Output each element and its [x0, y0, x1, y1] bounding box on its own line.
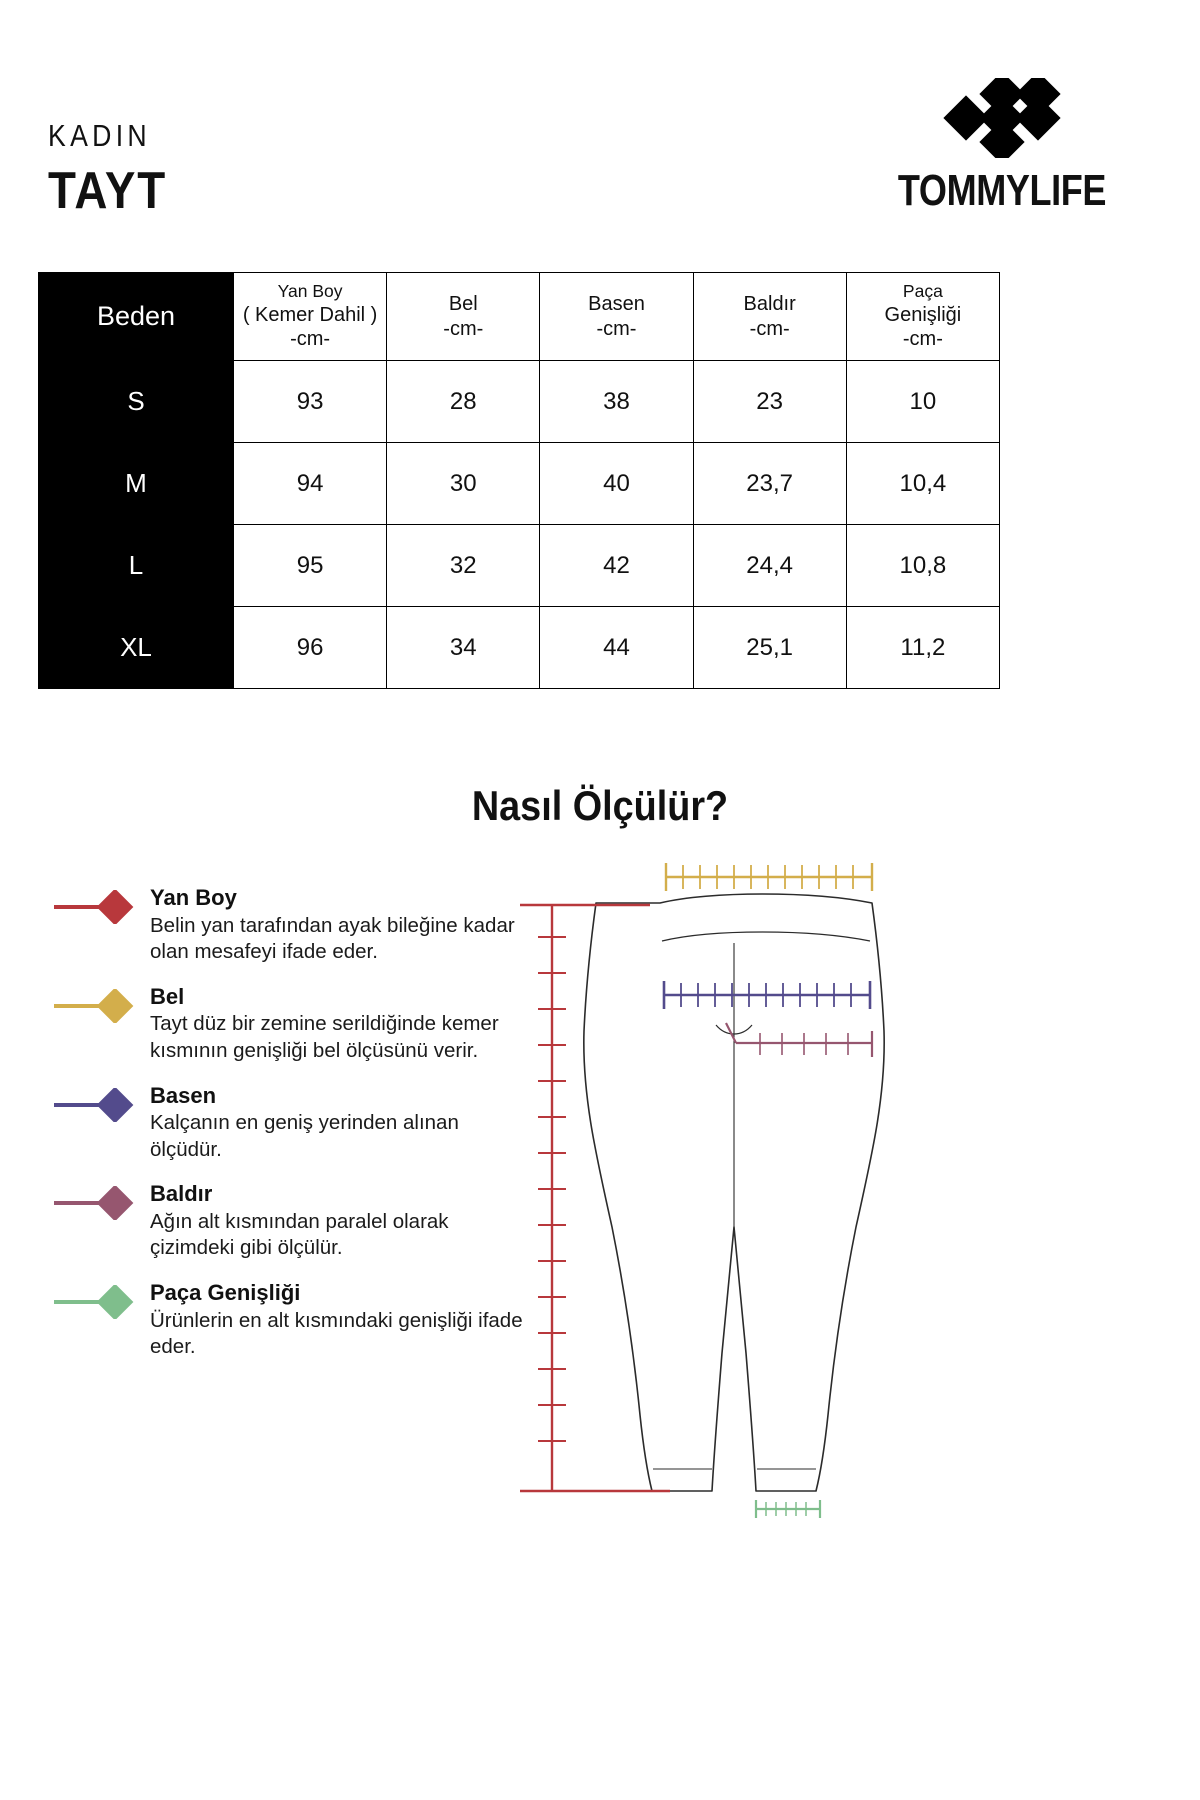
legend-desc: Ürünlerin en alt kısmındaki genişliği if…	[150, 1308, 523, 1359]
yan-boy-ruler	[520, 903, 670, 1493]
column-header-beden: Beden	[38, 272, 234, 361]
cell-yan-boy: 93	[232, 360, 388, 443]
basen-ruler	[662, 981, 872, 1009]
gusset-seam	[715, 1024, 753, 1035]
legend-label: Basen	[150, 1082, 217, 1108]
column-header-bel-unit: -cm-	[443, 317, 484, 340]
column-header-beden-label: Beden	[96, 301, 176, 332]
column-header-yan-boy-unit: -cm-	[290, 328, 331, 351]
cell-beden: S	[38, 360, 234, 443]
baldir-ruler	[725, 1022, 874, 1057]
cell-basen: 42	[539, 524, 694, 607]
table-row: L 95 32 42 24,4 10,8	[38, 524, 1001, 607]
cell-baldir: 23	[692, 360, 847, 443]
legend-item-bel: Bel Tayt düz bir zemine serildiğinde kem…	[52, 983, 532, 1065]
size-table-wrapper: Beden Yan Boy ( Kemer Dahil ) -cm- Bel -…	[38, 272, 1001, 689]
legend-desc: Tayt düz bir zemine serildiğinde kemer k…	[150, 1012, 499, 1062]
category-label: KADIN	[48, 118, 151, 153]
table-body: S 93 28 38 23 10 M 94 30 40 23,7 10,4 L	[38, 360, 1001, 689]
column-header-paca: Paça Genişliği -cm-	[845, 272, 1001, 361]
size-table: Beden Yan Boy ( Kemer Dahil ) -cm- Bel -…	[38, 272, 1001, 689]
leggings-diagram	[520, 855, 1180, 1535]
cell-basen: 38	[539, 360, 694, 443]
diamond-cluster-logo-icon	[943, 78, 1061, 158]
product-title: TAYT	[48, 162, 167, 220]
cell-beden: M	[38, 442, 234, 525]
bel-ruler	[664, 863, 874, 891]
legend-label: Baldır	[150, 1181, 213, 1207]
legend-body: Bel Tayt düz bir zemine serildiğinde kem…	[150, 983, 532, 1065]
column-header-basen-unit: -cm-	[596, 317, 637, 340]
cell-baldir: 23,7	[692, 442, 847, 525]
cell-paca: 10,8	[845, 524, 1001, 607]
table-row: M 94 30 40 23,7 10,4	[38, 442, 1001, 525]
legend-label: Bel	[150, 983, 185, 1009]
column-header-baldir: Baldır -cm-	[692, 272, 847, 361]
diamond-marker-icon	[54, 988, 134, 1023]
legend-body: Yan Boy Belin yan tarafından ayak bileği…	[150, 884, 532, 966]
brand-wordmark: TOMMYLIFE	[897, 166, 1107, 215]
waistband-seam	[661, 931, 871, 942]
column-header-paca-label: Paça	[902, 281, 943, 302]
legend-item-baldir: Baldır Ağın alt kısmından paralel olarak…	[52, 1180, 532, 1262]
column-header-yan-boy-sub: ( Kemer Dahil )	[242, 303, 378, 326]
cell-bel: 32	[386, 524, 541, 607]
how-to-measure-title: Nasıl Ölçülür?	[471, 782, 729, 829]
cell-basen: 44	[539, 606, 694, 689]
legend-desc: Belin yan tarafından ayak bileğine kadar…	[150, 913, 515, 964]
legend-desc: Kalçanın en geniş yerinden alınan ölçüdü…	[150, 1111, 459, 1161]
cell-basen: 40	[539, 442, 694, 525]
legend-body: Paça Genişliği Ürünlerin en alt kısmında…	[150, 1279, 532, 1361]
diamond-marker-icon	[54, 1087, 134, 1122]
legend-item-paca-genisligi: Paça Genişliği Ürünlerin en alt kısmında…	[52, 1279, 532, 1361]
column-header-paca-unit: -cm-	[902, 328, 943, 351]
cell-yan-boy: 94	[232, 442, 388, 525]
cell-beden: L	[38, 524, 234, 607]
cell-baldir: 24,4	[692, 524, 847, 607]
brand-logo: TOMMYLIFE	[852, 78, 1152, 216]
cell-bel: 30	[386, 442, 541, 525]
column-header-baldir-unit: -cm-	[749, 317, 790, 340]
table-header-row: Beden Yan Boy ( Kemer Dahil ) -cm- Bel -…	[38, 272, 1001, 361]
cell-yan-boy: 96	[232, 606, 388, 689]
column-header-yan-boy: Yan Boy ( Kemer Dahil ) -cm-	[232, 272, 388, 361]
cell-yan-boy: 95	[232, 524, 388, 607]
diamond-marker-icon	[54, 1285, 134, 1320]
column-header-baldir-label: Baldır	[743, 293, 796, 316]
title-block: KADIN TAYT	[48, 120, 183, 220]
paca-ruler	[754, 1500, 822, 1518]
cell-bel: 28	[386, 360, 541, 443]
column-header-paca-sub: Genişliği	[884, 303, 962, 326]
diamond-marker-icon	[54, 890, 134, 924]
column-header-basen: Basen -cm-	[539, 272, 694, 361]
table-head: Beden Yan Boy ( Kemer Dahil ) -cm- Bel -…	[38, 272, 1001, 361]
cell-bel: 34	[386, 606, 541, 689]
legend-item-basen: Basen Kalçanın en geniş yerinden alınan …	[52, 1082, 532, 1164]
legend-item-yan-boy: Yan Boy Belin yan tarafından ayak bileği…	[52, 884, 532, 966]
cell-paca: 10	[845, 360, 1001, 443]
legend-body: Basen Kalçanın en geniş yerinden alınan …	[150, 1082, 532, 1164]
legend-desc: Ağın alt kısmından paralel olarak çizimd…	[150, 1209, 449, 1260]
cell-paca: 11,2	[845, 606, 1001, 689]
measurement-legend: Yan Boy Belin yan tarafından ayak bileği…	[52, 884, 532, 1378]
column-header-bel: Bel -cm-	[386, 272, 541, 361]
table-row: XL 96 34 44 25,1 11,2	[38, 606, 1001, 689]
cell-beden: XL	[38, 606, 234, 689]
cell-baldir: 25,1	[692, 606, 847, 689]
cell-paca: 10,4	[845, 442, 1001, 525]
diamond-marker-icon	[54, 1186, 134, 1221]
column-header-bel-label: Bel	[448, 293, 478, 316]
legend-body: Baldır Ağın alt kısmından paralel olarak…	[150, 1180, 532, 1262]
legend-label: Paça Genişliği	[150, 1280, 301, 1306]
legend-label: Yan Boy	[150, 885, 237, 910]
page-header: KADIN TAYT TO	[0, 0, 1200, 265]
leggings-technical-drawing-icon	[520, 863, 885, 1518]
column-header-yan-boy-label: Yan Boy	[277, 281, 343, 302]
table-row: S 93 28 38 23 10	[38, 360, 1001, 443]
column-header-basen-label: Basen	[588, 293, 645, 316]
